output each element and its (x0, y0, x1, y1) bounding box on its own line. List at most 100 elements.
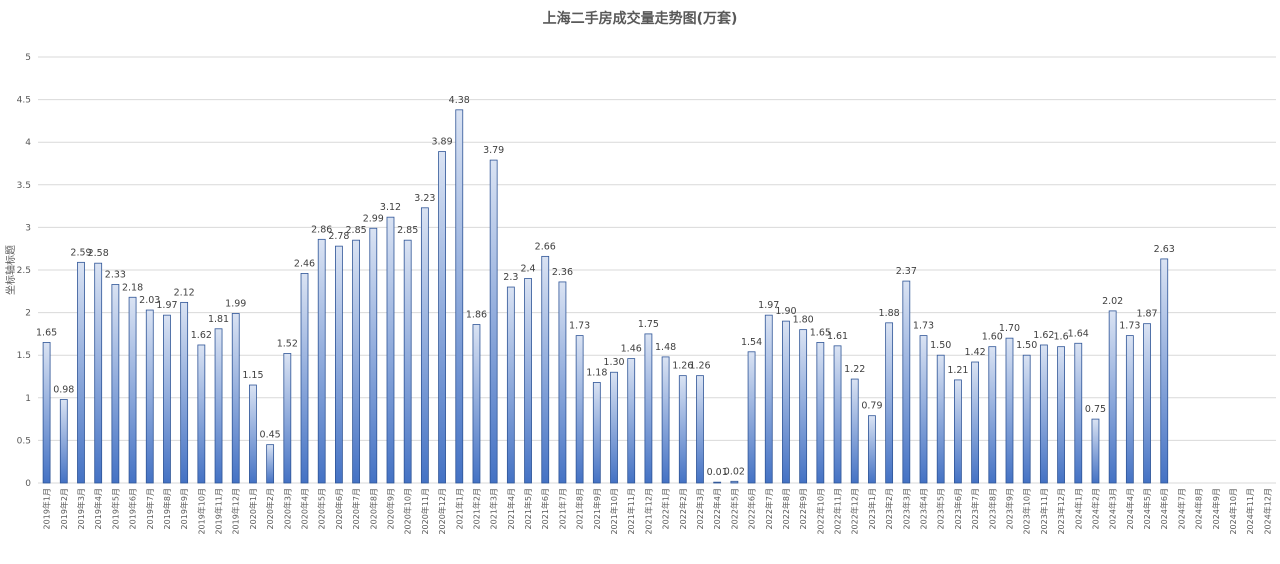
data-label: 1.42 (965, 347, 986, 358)
data-label: 1.87 (1136, 309, 1157, 320)
bar (77, 261, 85, 484)
y-tick-label: 1.5 (17, 351, 31, 361)
bar (696, 375, 704, 484)
data-label: 3.89 (431, 137, 452, 148)
x-tick-label: 2019年2月 (59, 488, 69, 529)
data-label: 1.26 (672, 361, 693, 372)
data-label: 1.60 (982, 332, 1003, 343)
data-label: 1.99 (225, 298, 246, 309)
data-label: 2.46 (294, 258, 315, 269)
x-tick-label: 2022年9月 (798, 488, 808, 529)
x-tick-label: 2019年3月 (76, 488, 86, 529)
data-label: 1.70 (999, 323, 1020, 334)
bar (386, 216, 395, 484)
data-label: 2.33 (105, 269, 126, 280)
data-label: 1.62 (1033, 330, 1054, 341)
bar (764, 314, 773, 484)
bar (317, 238, 326, 484)
data-label: 1.73 (569, 321, 590, 332)
bar (145, 309, 154, 484)
data-label: 1.65 (36, 327, 57, 338)
x-tick-label: 2019年8月 (162, 488, 172, 529)
x-tick-label: 2021年1月 (454, 488, 464, 529)
x-tick-label: 2023年5月 (936, 488, 946, 529)
x-tick-label: 2022年6月 (747, 488, 757, 529)
bar (1022, 354, 1031, 484)
bar (42, 342, 51, 484)
x-axis-ticks: 2019年1月 2019年2月 2019年3月 2019年4月 2019年5月 2019年… (42, 488, 1273, 535)
data-label: 1.81 (208, 314, 229, 325)
bar (713, 481, 722, 484)
x-tick-label: 2024年3月 (1108, 488, 1118, 529)
bar (1039, 344, 1048, 484)
bar (489, 159, 498, 484)
y-axis-title: 坐标轴标题 (4, 245, 17, 295)
y-tick-label: 5 (25, 53, 31, 63)
bar (403, 239, 412, 484)
x-tick-label: 2023年3月 (901, 488, 911, 529)
data-label: 2.99 (363, 213, 384, 224)
data-label: 2.58 (88, 248, 109, 259)
x-tick-label: 2024年4月 (1125, 488, 1135, 529)
bar (1125, 335, 1134, 484)
x-tick-label: 2021年6月 (540, 488, 550, 529)
x-tick-label: 2022年7月 (764, 488, 774, 529)
x-tick-label: 2020年9月 (385, 488, 395, 529)
x-tick-label: 2020年2月 (265, 488, 275, 529)
bar (1057, 346, 1065, 484)
bar (472, 324, 481, 484)
bar (335, 245, 343, 484)
x-tick-label: 2020年7月 (351, 488, 361, 529)
bar (420, 207, 429, 484)
data-label: 1.65 (810, 327, 831, 338)
data-label: 2.59 (70, 247, 91, 258)
x-tick-label: 2023年9月 (1004, 488, 1014, 529)
x-tick-label: 2024年6月 (1159, 488, 1169, 529)
bar (782, 320, 790, 484)
x-tick-label: 2021年5月 (523, 488, 533, 529)
bar (575, 335, 584, 484)
x-tick-label: 2021年2月 (471, 488, 481, 529)
data-label: 2.36 (552, 267, 573, 278)
y-tick-label: 3 (25, 223, 31, 233)
data-label: 1.64 (1068, 328, 1089, 339)
y-tick-label: 0.5 (17, 436, 31, 446)
data-label: 1.86 (466, 310, 487, 321)
data-label: 3.12 (380, 202, 401, 213)
data-label: 0.79 (861, 401, 882, 412)
bar (300, 273, 309, 484)
data-label: 1.21 (947, 365, 968, 376)
bar (111, 284, 120, 484)
data-label: 1.75 (638, 319, 659, 330)
x-tick-label: 2022年10月 (815, 488, 825, 535)
bar (524, 278, 532, 484)
data-label: 1.50 (930, 340, 951, 351)
x-tick-label: 2019年10月 (196, 488, 206, 535)
gridlines (38, 56, 1276, 484)
x-tick-label: 2023年4月 (919, 488, 929, 529)
bar (94, 262, 103, 484)
x-tick-label: 2020年12月 (437, 488, 447, 535)
data-label: 1.48 (655, 342, 676, 353)
bar (833, 345, 842, 484)
y-tick-label: 2.5 (17, 266, 31, 276)
data-label: 0.02 (724, 466, 745, 477)
bar (283, 353, 292, 484)
data-label: 1.73 (913, 321, 934, 332)
bar (506, 286, 515, 484)
bar (799, 329, 808, 484)
data-label: 1.52 (277, 338, 298, 349)
data-label: 1.50 (1016, 340, 1037, 351)
bar (730, 480, 739, 484)
y-tick-label: 0 (25, 479, 31, 489)
data-label: 1.80 (793, 315, 814, 326)
data-label: 0.98 (53, 385, 74, 396)
bar (369, 227, 378, 484)
x-tick-label: 2022年3月 (695, 488, 705, 529)
x-tick-label: 2024年1月 (1073, 488, 1083, 529)
bar (919, 335, 928, 484)
bar (128, 296, 137, 484)
bar (971, 361, 979, 484)
bar (1091, 418, 1100, 484)
x-tick-label: 2024年2月 (1090, 488, 1100, 529)
